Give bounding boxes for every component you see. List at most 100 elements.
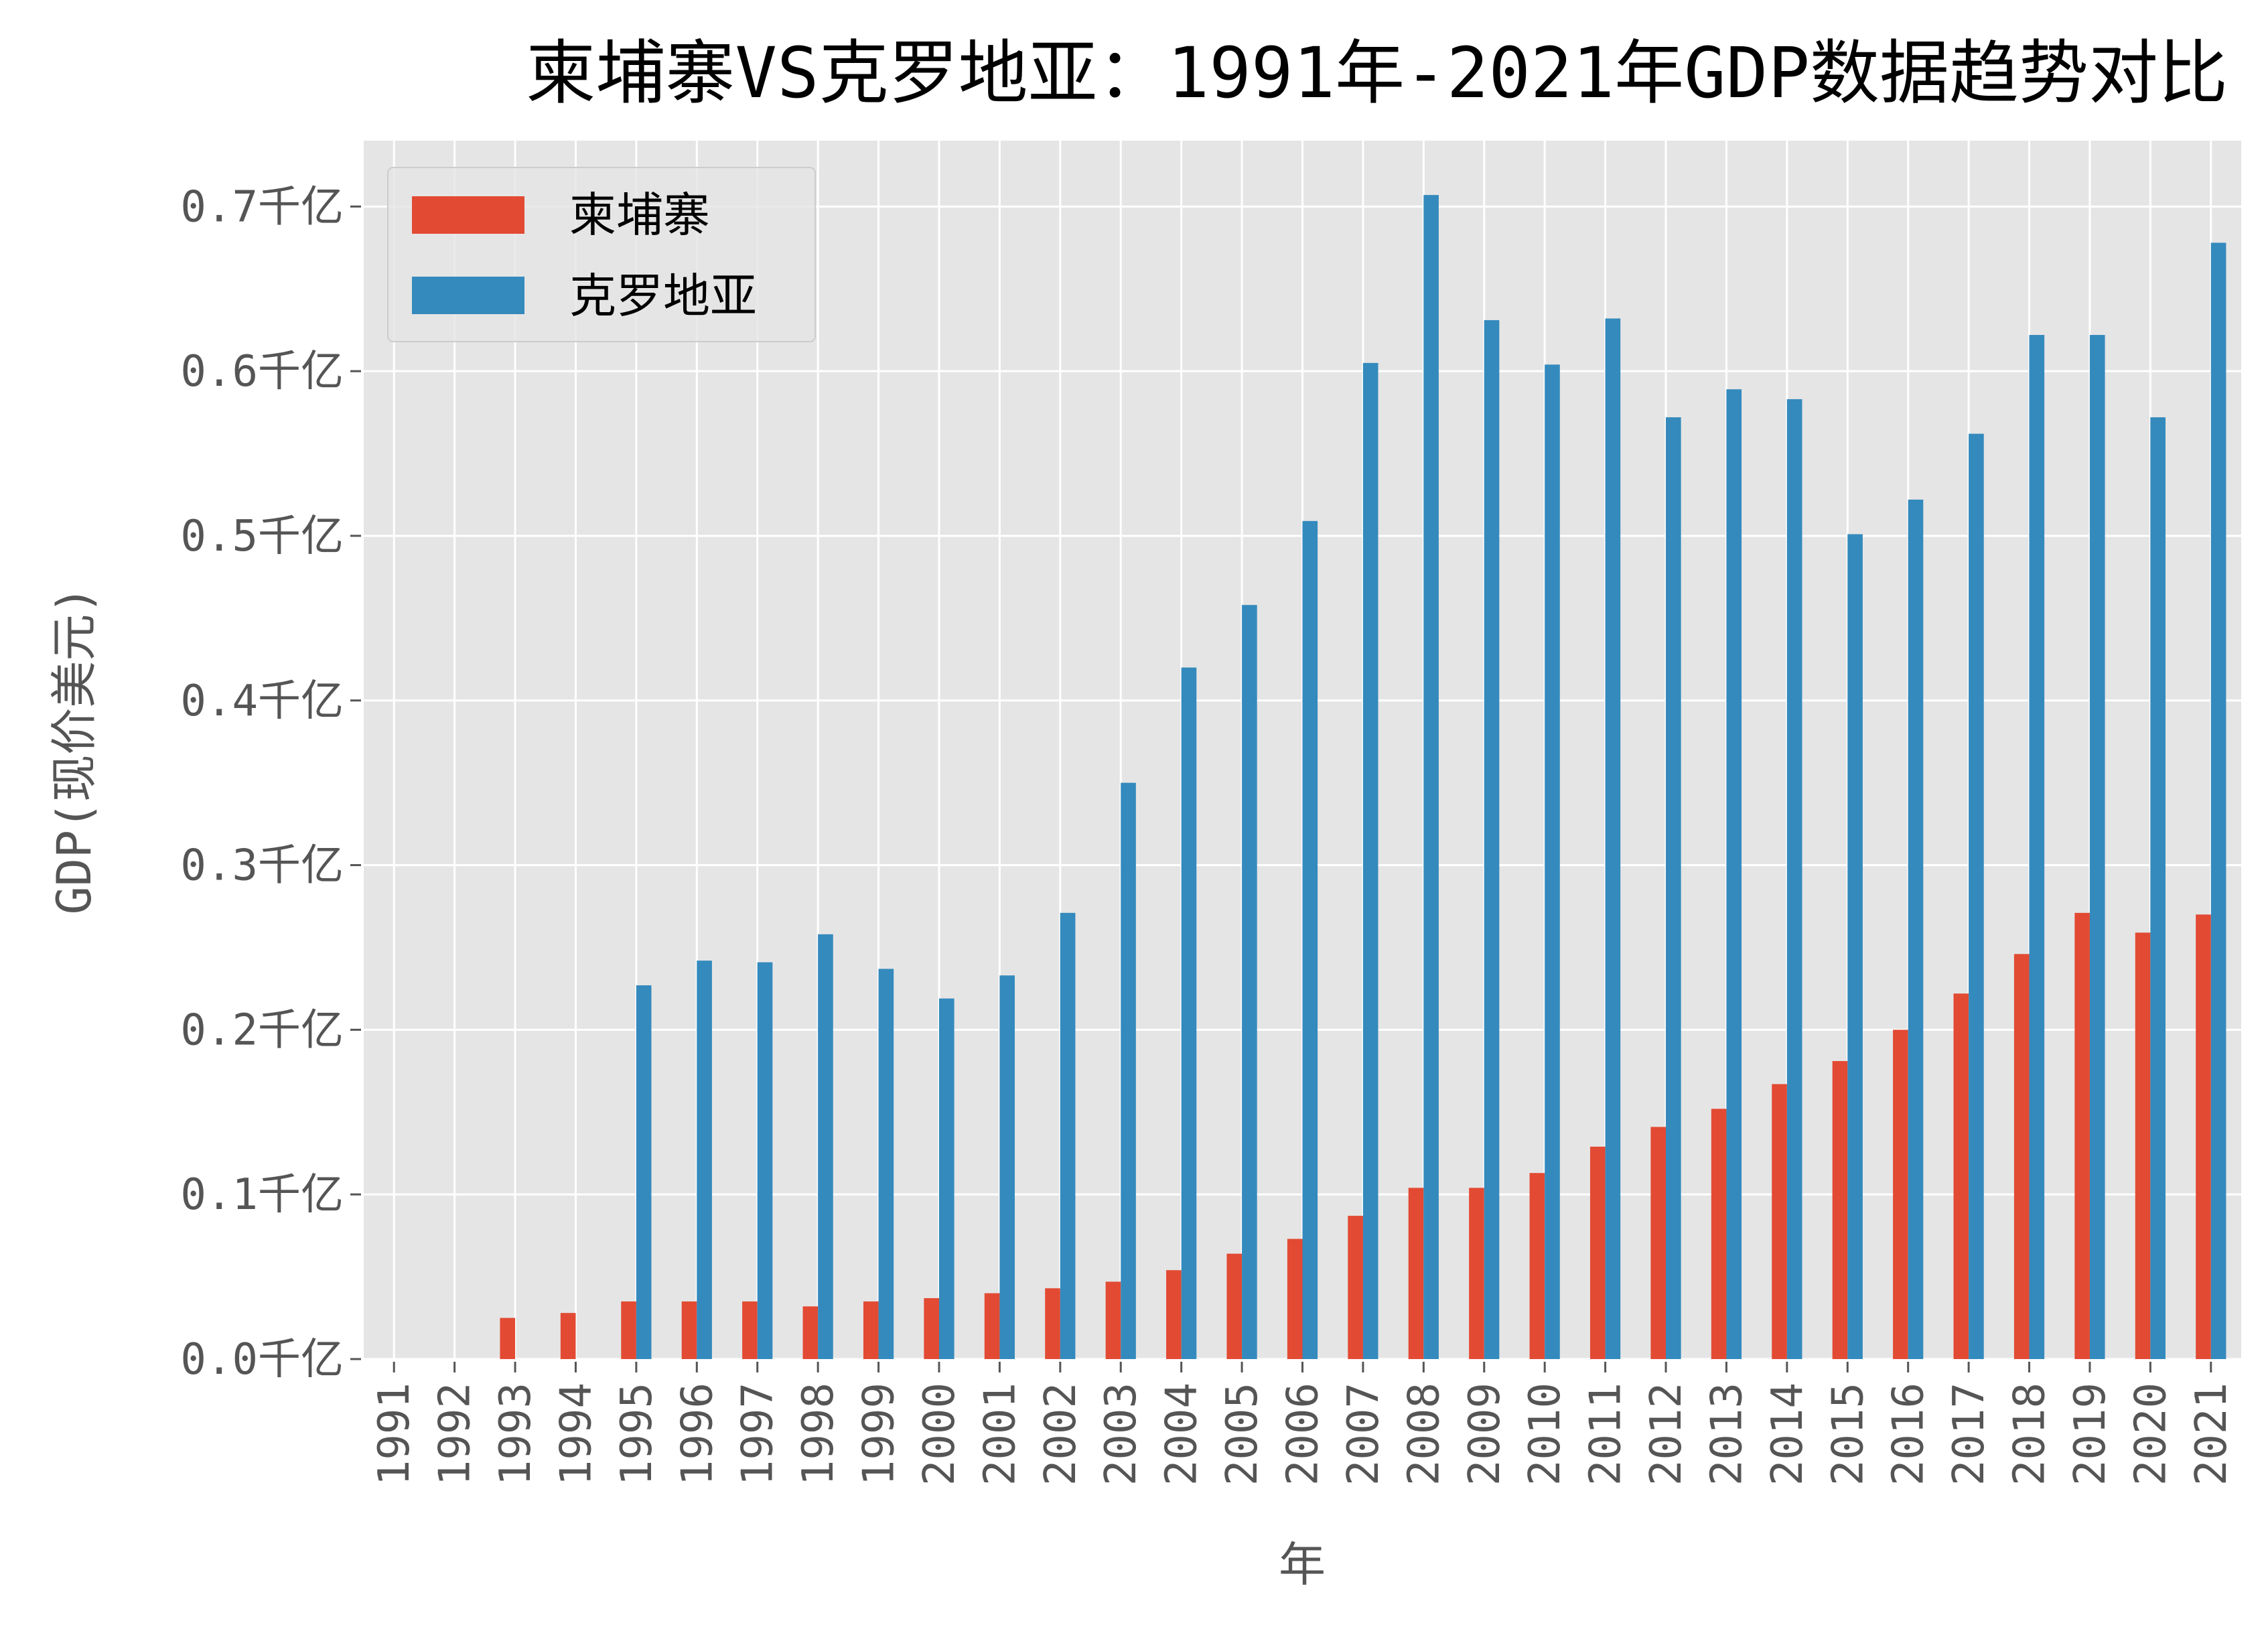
legend-swatch-cambodia <box>412 196 524 234</box>
bar-croatia-2012 <box>1666 417 1681 1359</box>
bar-cambodia-1993 <box>500 1318 516 1359</box>
bar-croatia-2016 <box>1908 499 1924 1359</box>
legend: 柬埔寨 克罗地亚 <box>387 167 816 342</box>
y-tick-label: 0.5千亿 <box>180 512 344 561</box>
x-tick-label: 2016 <box>1884 1383 1934 1486</box>
bar-croatia-2009 <box>1484 320 1500 1359</box>
bar-cambodia-1999 <box>863 1301 879 1359</box>
x-tick-label: 2007 <box>1339 1383 1389 1486</box>
x-tick-label: 2019 <box>2066 1383 2115 1486</box>
bar-croatia-2011 <box>1605 318 1621 1359</box>
bar-cambodia-1995 <box>621 1301 636 1359</box>
bar-cambodia-2018 <box>2013 954 2030 1359</box>
chart-title: 柬埔寨VS克罗地亚：1991年-2021年GDP数据趋势对比 <box>526 32 2228 114</box>
bar-croatia-1999 <box>878 969 894 1359</box>
bar-croatia-2007 <box>1362 362 1378 1359</box>
bar-croatia-2001 <box>999 975 1015 1359</box>
bar-cambodia-2015 <box>1832 1061 1848 1359</box>
bar-croatia-2008 <box>1423 195 1439 1359</box>
x-tick-label: 2002 <box>1036 1383 1086 1486</box>
bar-croatia-2018 <box>2029 335 2045 1359</box>
bar-cambodia-2019 <box>2074 912 2090 1359</box>
bars <box>500 195 2226 1360</box>
x-tick-label: 1991 <box>370 1383 419 1486</box>
bar-croatia-1998 <box>818 934 833 1359</box>
bar-croatia-1995 <box>636 985 652 1359</box>
x-tick-label: 1992 <box>431 1383 480 1486</box>
bar-cambodia-2020 <box>2135 932 2151 1359</box>
bar-croatia-2003 <box>1121 782 1136 1359</box>
bar-cambodia-2012 <box>1650 1127 1667 1359</box>
y-tick-label: 0.4千亿 <box>180 677 344 726</box>
bar-croatia-2004 <box>1181 667 1197 1359</box>
bar-cambodia-2004 <box>1166 1270 1182 1359</box>
x-tick-label: 2001 <box>975 1383 1025 1486</box>
x-tick-label: 2010 <box>1520 1383 1570 1486</box>
legend-swatch-croatia <box>412 277 524 314</box>
bar-croatia-1997 <box>757 962 773 1359</box>
bar-croatia-2002 <box>1060 912 1076 1359</box>
y-tick-label: 0.6千亿 <box>180 347 344 397</box>
bar-cambodia-2001 <box>984 1293 1000 1359</box>
x-tick-label: 2014 <box>1763 1383 1813 1486</box>
y-axis-label: GDP(现价美元) <box>47 586 102 915</box>
y-tick-label: 0.0千亿 <box>180 1335 344 1385</box>
bar-cambodia-2000 <box>924 1298 939 1359</box>
bar-cambodia-2010 <box>1529 1173 1545 1359</box>
bar-croatia-1996 <box>697 961 712 1359</box>
x-tick-label: 2018 <box>2005 1383 2055 1486</box>
bar-cambodia-2016 <box>1893 1030 1908 1359</box>
bar-cambodia-1994 <box>560 1313 576 1359</box>
x-axis-label: 年 <box>1279 1537 1326 1592</box>
bar-croatia-2019 <box>2089 335 2105 1359</box>
y-tick-label: 0.2千亿 <box>180 1005 344 1055</box>
bar-cambodia-2011 <box>1589 1146 1606 1359</box>
bar-cambodia-2021 <box>2196 914 2211 1359</box>
bar-croatia-2015 <box>1847 534 1863 1360</box>
bar-croatia-2000 <box>938 998 954 1359</box>
x-tick-label: 1999 <box>855 1383 904 1486</box>
x-tick-label: 2017 <box>1944 1383 1994 1486</box>
legend-label-cambodia: 柬埔寨 <box>569 188 710 242</box>
bar-cambodia-2009 <box>1469 1188 1484 1359</box>
x-tick-label: 1998 <box>794 1383 843 1486</box>
x-tick-label: 2020 <box>2126 1383 2176 1486</box>
bar-cambodia-1998 <box>802 1306 819 1359</box>
bar-croatia-2006 <box>1302 520 1318 1359</box>
legend-label-croatia: 克罗地亚 <box>569 269 757 324</box>
y-tick-label: 0.3千亿 <box>180 841 344 891</box>
x-tick-label: 2015 <box>1823 1383 1873 1486</box>
x-tick-label: 1995 <box>612 1383 662 1486</box>
x-tick-label: 2009 <box>1460 1383 1510 1486</box>
x-tick-label: 2000 <box>915 1383 965 1486</box>
x-tick-label: 1994 <box>551 1383 601 1486</box>
bar-cambodia-2006 <box>1287 1239 1303 1359</box>
x-tick-label: 2003 <box>1096 1383 1146 1486</box>
x-tick-label: 2005 <box>1218 1383 1267 1486</box>
x-tick-label: 1993 <box>491 1383 541 1486</box>
bar-cambodia-2013 <box>1711 1109 1727 1359</box>
x-axis-ticks: 1991 1992 1993 1994 1995 1996 1997 1998 1999 2000… <box>370 1362 2237 1486</box>
bar-cambodia-2002 <box>1045 1288 1060 1359</box>
x-tick-label: 2021 <box>2187 1383 2237 1486</box>
bar-croatia-2021 <box>2210 242 2226 1359</box>
bar-croatia-2017 <box>1969 433 1984 1359</box>
x-tick-label: 1996 <box>672 1383 722 1486</box>
x-tick-label: 2012 <box>1642 1383 1691 1486</box>
x-tick-label: 1997 <box>733 1383 783 1486</box>
bar-cambodia-1996 <box>681 1301 697 1359</box>
bar-cambodia-1997 <box>742 1301 758 1359</box>
bar-cambodia-2005 <box>1226 1253 1243 1359</box>
bar-cambodia-2017 <box>1953 993 1969 1359</box>
y-tick-label: 0.1千亿 <box>180 1170 344 1220</box>
x-tick-label: 2011 <box>1581 1383 1631 1486</box>
y-tick-label: 0.7千亿 <box>180 182 344 232</box>
bar-croatia-2020 <box>2150 417 2166 1359</box>
bar-croatia-2013 <box>1726 389 1742 1359</box>
x-tick-label: 2013 <box>1702 1383 1752 1486</box>
bar-croatia-2005 <box>1242 605 1257 1359</box>
bar-croatia-2014 <box>1786 399 1802 1359</box>
x-tick-label: 2008 <box>1399 1383 1449 1486</box>
y-axis-ticks: 0.0千亿 0.1千亿 0.2千亿 0.3千亿 0.4千亿 0.5千亿 0.6千亿 0.7千亿 <box>180 182 361 1385</box>
